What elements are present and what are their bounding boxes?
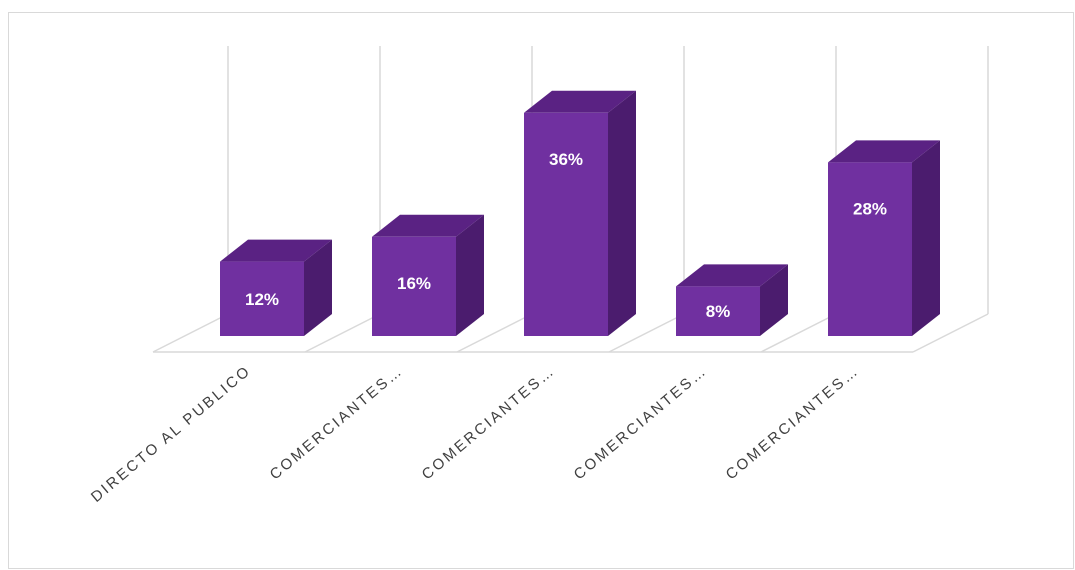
bar [524,112,608,336]
bar-top [372,214,484,237]
floor-line [152,313,229,353]
data-label: 36% [549,150,583,169]
category-label: DIRECTO AL PUBLICO [88,362,255,506]
data-label: 8% [706,302,731,321]
data-label: 12% [245,290,279,309]
category-label: COMERCIANTES… [723,362,863,483]
data-labels: 12% 16% 36% 8% 28% [245,150,887,321]
data-label: 28% [853,199,887,218]
bar-top [524,90,636,113]
floor-line [760,313,837,353]
category-label: COMERCIANTES… [267,362,407,483]
bar [828,162,912,336]
bar-top [220,239,332,262]
bar-side [912,140,940,336]
floor-line [912,313,989,353]
bar-top [676,264,788,287]
bar-side [456,214,484,336]
category-labels: DIRECTO AL PUBLICO COMERCIANTES… COMERCIAN… [88,362,863,506]
bar-side [608,90,636,336]
bars [220,90,940,336]
data-label: 16% [397,274,431,293]
floor-line [456,313,533,353]
bar-side [304,239,332,336]
bar [220,261,304,336]
category-label: COMERCIANTES… [419,362,559,483]
bar-top [828,140,940,163]
bar [676,286,760,336]
category-label: COMERCIANTES… [571,362,711,483]
bar [372,236,456,336]
floor-line [608,313,685,353]
bar-side [760,264,788,336]
floor-line [304,313,381,353]
